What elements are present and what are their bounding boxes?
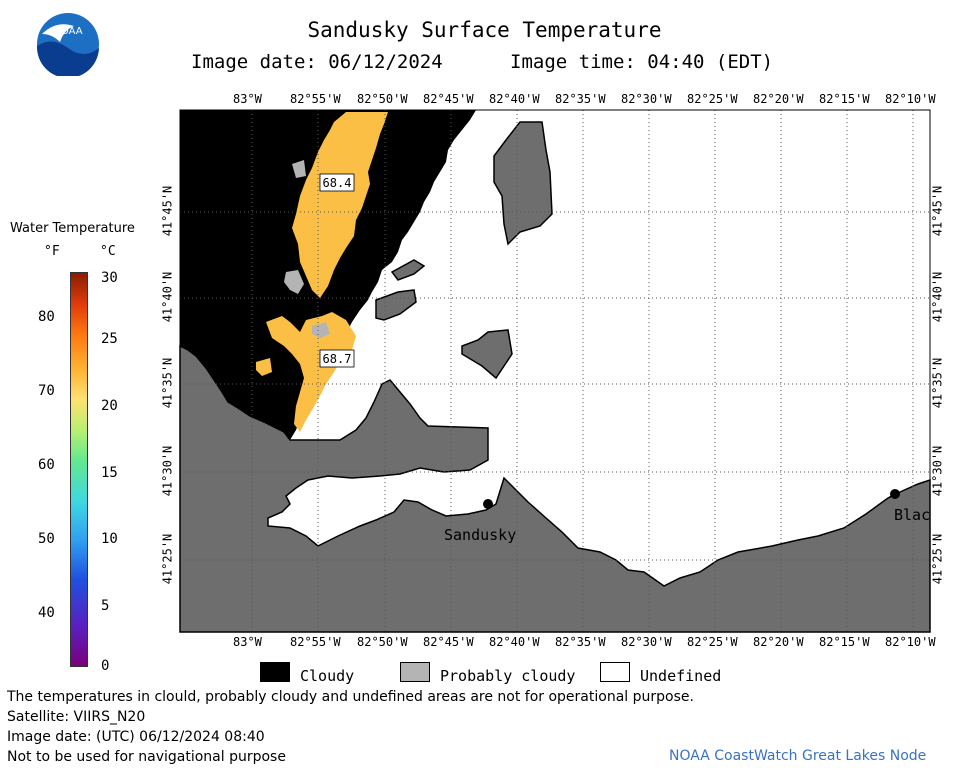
island-small xyxy=(375,289,417,321)
key-swatch-undefined xyxy=(600,662,630,682)
island-tiny xyxy=(390,259,426,281)
scale-f-tick: 40 xyxy=(38,605,55,621)
key-swatch-probably-cloudy xyxy=(400,662,430,682)
scale-c-tick: 5 xyxy=(101,598,110,614)
lon-label-bottom: 82°50'W xyxy=(357,635,408,649)
lon-label-bottom: 82°30'W xyxy=(621,635,672,649)
logo-text: NOAA xyxy=(53,26,82,37)
lat-label-right: 41°35'N xyxy=(930,357,945,409)
city-marker-blac xyxy=(890,489,900,499)
scale-f-tick: 70 xyxy=(38,383,55,399)
island-mid xyxy=(461,329,513,380)
page-title: Sandusky Surface Temperature xyxy=(307,18,662,42)
lon-label-bottom: 82°40'W xyxy=(489,635,540,649)
navigation-warning: Not to be used for navigational purpose xyxy=(7,749,286,765)
lon-label-top: 82°35'W xyxy=(555,92,606,106)
lon-label-top: 82°25'W xyxy=(687,92,738,106)
temp-label-north: 68.4 xyxy=(323,176,352,190)
scale-c-tick: 25 xyxy=(101,331,118,347)
legend-title: Water Temperature xyxy=(10,221,135,236)
probably-cloudy-patch xyxy=(312,322,330,338)
lat-label-right: 41°45'N xyxy=(930,185,945,237)
lon-label-bottom: 82°25'W xyxy=(687,635,738,649)
scale-c-tick: 15 xyxy=(101,465,118,481)
lat-label-left: 41°40'N xyxy=(160,271,175,323)
probably-cloudy-patch xyxy=(284,270,304,294)
key-label-probably-cloudy: Probably cloudy xyxy=(440,667,576,685)
scale-c-tick: 0 xyxy=(101,658,110,674)
water-temp-south xyxy=(266,312,356,432)
lon-label-top: 82°15'W xyxy=(819,92,870,106)
lat-label-right: 41°30'N xyxy=(930,445,945,497)
lon-label-bottom: 82°10'W xyxy=(885,635,936,649)
lat-label-left: 41°30'N xyxy=(160,445,175,497)
city-label-sandusky: Sandusky xyxy=(444,526,516,544)
scale-c-tick: 20 xyxy=(101,398,118,414)
scale-f-tick: 50 xyxy=(38,531,55,547)
scale-c-tick: 30 xyxy=(101,270,118,286)
image-date: Image date: 06/12/2024 xyxy=(191,51,443,73)
temperature-colorbar xyxy=(70,272,88,667)
scale-c-tick: 10 xyxy=(101,531,118,547)
lon-label-bottom: 83°W xyxy=(233,635,262,649)
lat-label-left: 41°25'N xyxy=(160,533,175,585)
legend-unit-f: °F xyxy=(44,244,60,259)
lon-label-top: 82°40'W xyxy=(489,92,540,106)
lon-label-bottom: 82°15'W xyxy=(819,635,870,649)
lon-label-bottom: 82°20'W xyxy=(753,635,804,649)
map-frame xyxy=(179,109,931,633)
image-time: Image time: 04:40 (EDT) xyxy=(510,51,774,73)
probably-cloudy-patch xyxy=(292,160,306,178)
city-marker-sandusky xyxy=(483,499,493,509)
lon-label-top: 82°50'W xyxy=(357,92,408,106)
lon-label-top: 82°20'W xyxy=(753,92,804,106)
scale-f-tick: 60 xyxy=(38,457,55,473)
disclaimer-text: The temperatures in clould, probably clo… xyxy=(7,689,694,705)
lat-label-left: 41°45'N xyxy=(160,185,175,237)
lon-label-top: 82°55'W xyxy=(290,92,341,106)
lon-label-bottom: 82°45'W xyxy=(423,635,474,649)
legend-unit-c: °C xyxy=(100,244,116,259)
key-label-cloudy: Cloudy xyxy=(300,667,355,685)
graticule xyxy=(180,110,930,632)
key-label-undefined: Undefined xyxy=(640,667,722,685)
water-temp-patch xyxy=(256,358,272,376)
noaa-logo: NOAA xyxy=(36,12,100,79)
lat-label-right: 41°25'N xyxy=(930,533,945,585)
lon-label-bottom: 82°35'W xyxy=(555,635,606,649)
satellite-text: Satellite: VIIRS_N20 xyxy=(7,709,146,725)
temp-label-south: 68.7 xyxy=(323,352,352,366)
water-temp-north xyxy=(292,112,388,298)
lon-label-top: 83°W xyxy=(233,92,262,106)
island-north xyxy=(493,121,553,246)
lon-label-bottom: 82°55'W xyxy=(290,635,341,649)
key-swatch-cloudy xyxy=(260,662,290,682)
lat-label-right: 41°40'N xyxy=(930,271,945,323)
scale-f-tick: 80 xyxy=(38,309,55,325)
lon-label-top: 82°10'W xyxy=(885,92,936,106)
lon-label-top: 82°30'W xyxy=(621,92,672,106)
lat-label-left: 41°35'N xyxy=(160,357,175,409)
utc-date-text: Image date: (UTC) 06/12/2024 08:40 xyxy=(7,729,265,745)
lon-label-top: 82°45'W xyxy=(423,92,474,106)
coastwatch-node-link[interactable]: NOAA CoastWatch Great Lakes Node xyxy=(669,748,927,764)
city-label-blac: Blac xyxy=(894,506,930,524)
